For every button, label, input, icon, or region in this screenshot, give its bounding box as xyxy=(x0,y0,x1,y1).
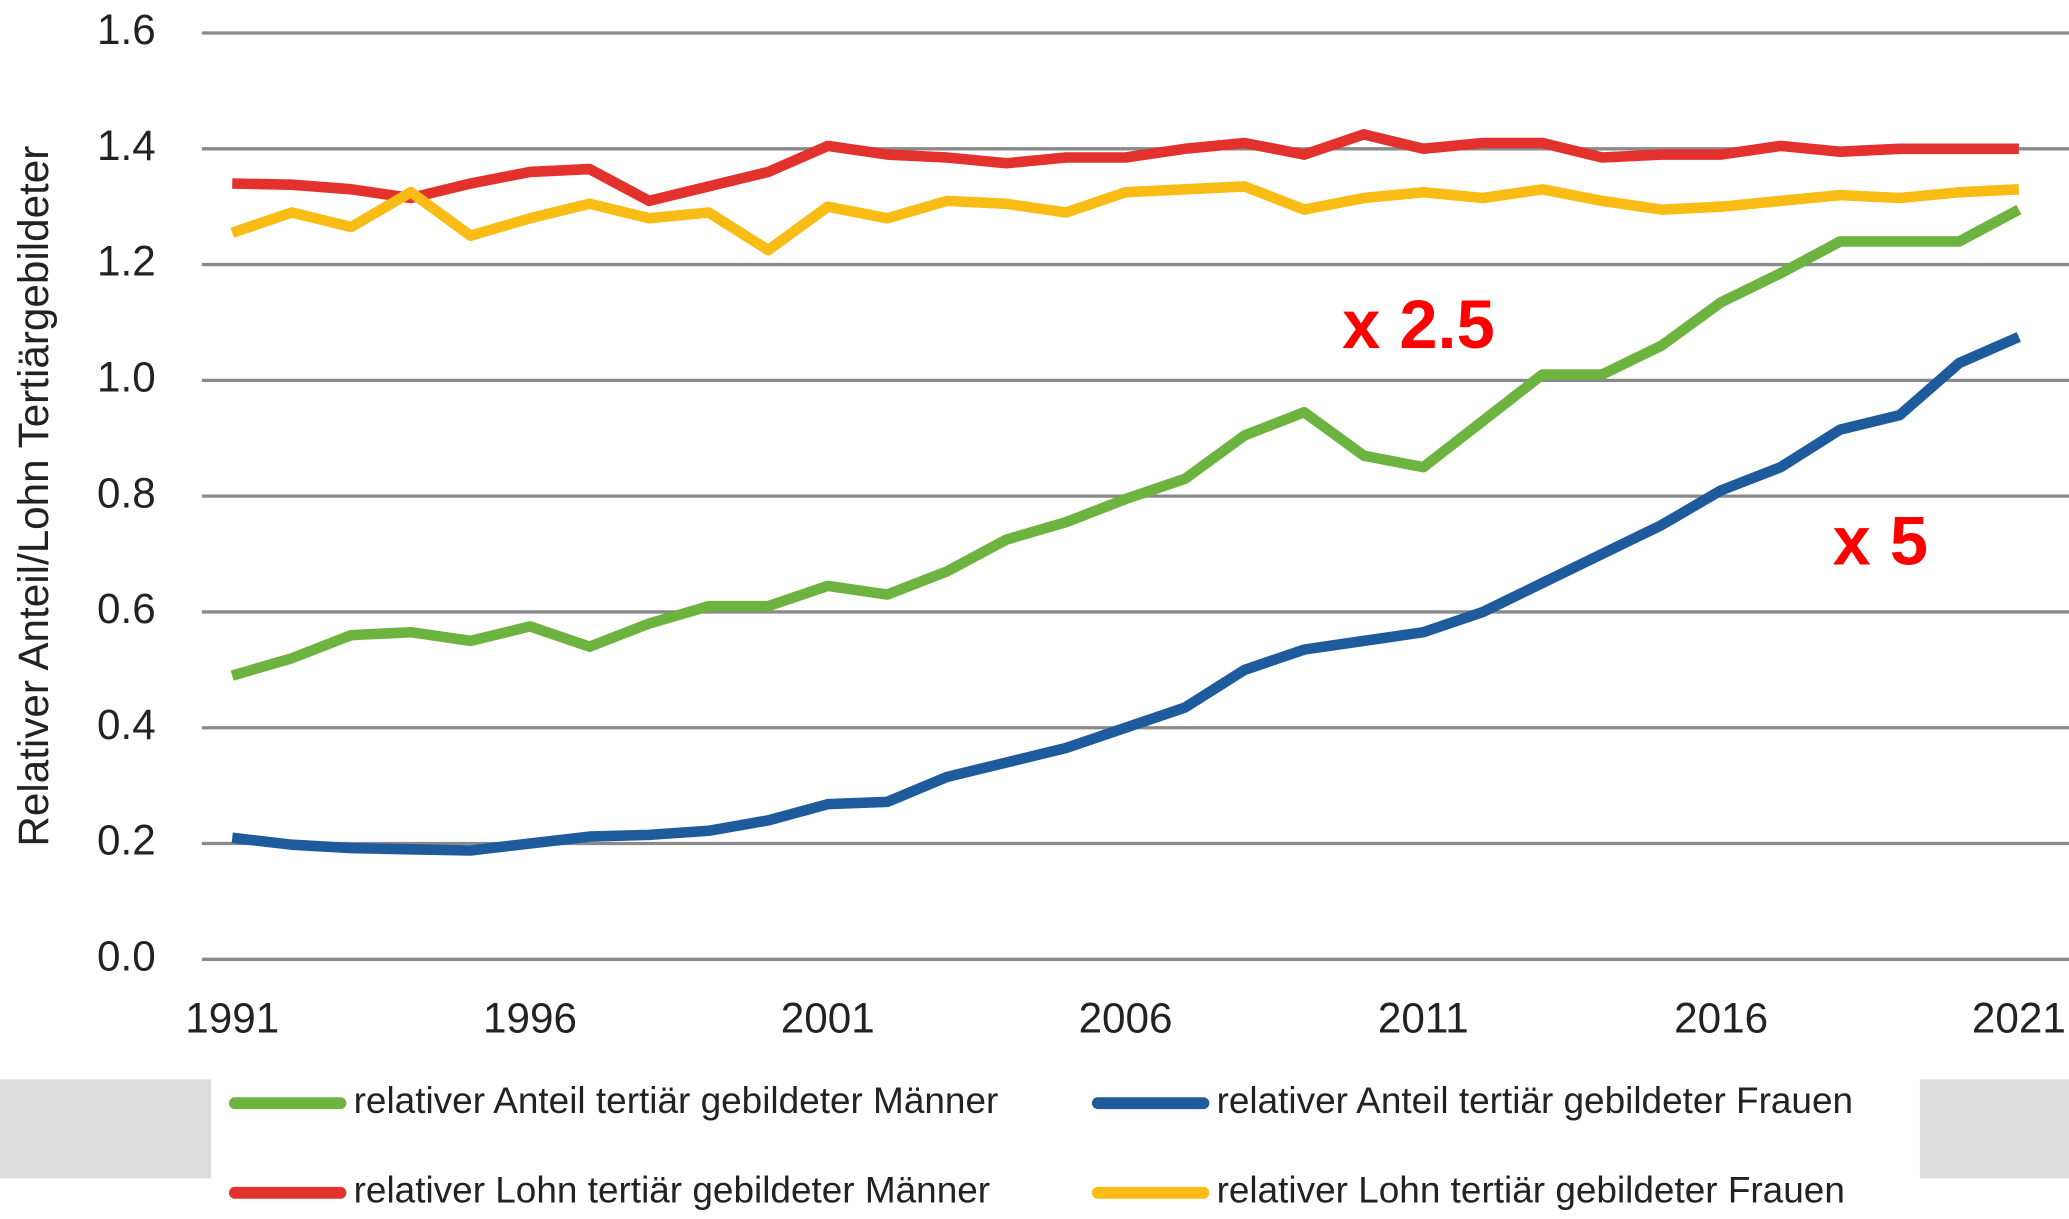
legend-label: relativer Lohn tertiär gebildeter Männer xyxy=(354,1170,990,1211)
legend-label: relativer Anteil tertiär gebildeter Männ… xyxy=(354,1080,999,1121)
series-line xyxy=(230,204,2022,681)
annotation: x 2.5 xyxy=(1342,286,1495,363)
y-tick-label: 0.0 xyxy=(97,932,156,979)
y-tick-label: 0.8 xyxy=(97,469,156,516)
x-tick-label: 1996 xyxy=(483,994,577,1041)
x-tick-label: 1991 xyxy=(185,994,279,1041)
legend-background xyxy=(1919,1079,2069,1179)
y-tick-label: 1.2 xyxy=(97,238,156,285)
y-tick-label: 0.6 xyxy=(97,585,156,632)
y-tick-label: 1.6 xyxy=(97,6,156,53)
x-tick-label: 2016 xyxy=(1674,994,1768,1041)
legend-background xyxy=(0,1079,212,1179)
y-tick-label: 0.2 xyxy=(97,817,156,864)
annotation: x 5 xyxy=(1833,502,1928,579)
legend-label: relativer Lohn tertiär gebildeter Frauen xyxy=(1217,1170,1845,1211)
y-tick-label: 1.4 xyxy=(97,122,156,169)
series-line xyxy=(232,129,2019,207)
series-line xyxy=(230,181,2020,256)
x-tick-label: 2001 xyxy=(781,994,875,1041)
y-tick-label: 1.0 xyxy=(97,354,156,401)
legend-label: relativer Anteil tertiär gebildeter Frau… xyxy=(1217,1080,1853,1121)
x-tick-label: 2011 xyxy=(1378,994,1469,1041)
x-tick-label: 2006 xyxy=(1079,994,1173,1041)
y-tick-label: 0.4 xyxy=(97,701,156,748)
x-tick-label: 2021 xyxy=(1972,994,2066,1041)
series-line xyxy=(231,332,2021,856)
y-axis-label: Relativer Anteil/Lohn Tertiärgebildeter xyxy=(10,146,57,847)
